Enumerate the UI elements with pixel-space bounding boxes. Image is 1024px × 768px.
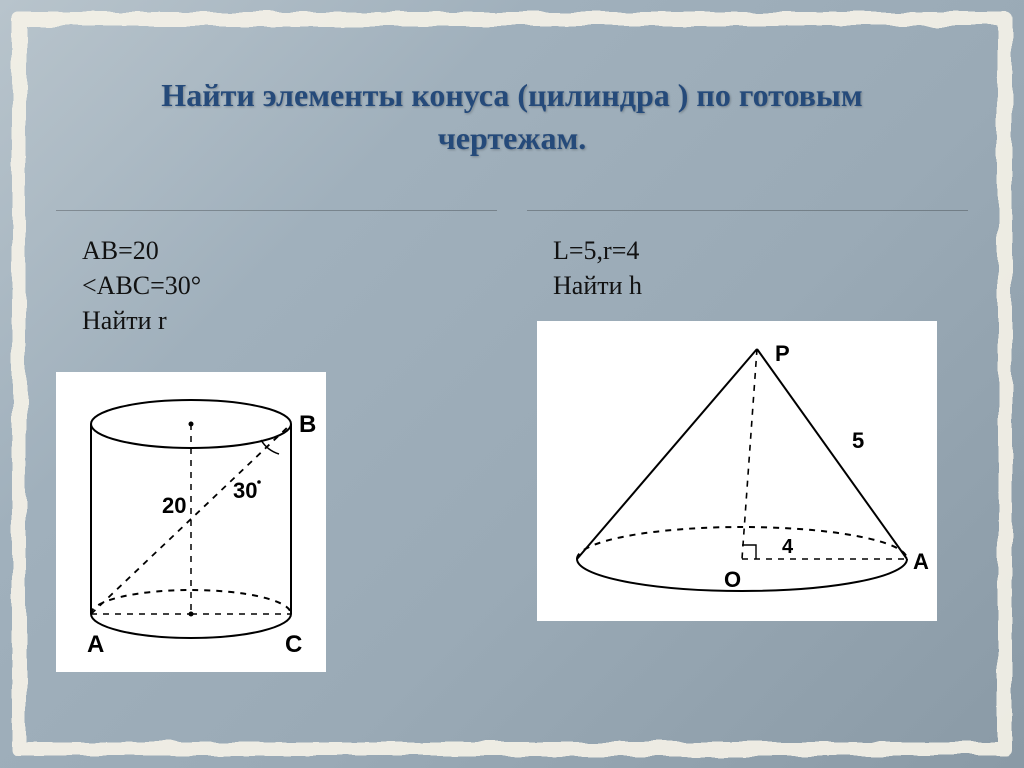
figure-cylinder-wrap: 20 30 B A C [56,372,497,672]
title-line-2: чертежам. [56,117,968,160]
svg-text:O: O [724,567,741,592]
svg-text:A: A [913,549,929,574]
svg-text:20: 20 [162,493,186,518]
svg-text:4: 4 [782,536,794,558]
divider [527,210,968,211]
figure-cylinder: 20 30 B A C [56,372,326,672]
problem-2-given: L=5,r=4 Найти h [553,233,968,303]
slide: Найти элементы конуса (цилиндра ) по гот… [0,0,1024,768]
figure-cone-wrap: P 5 4 O A [537,321,968,621]
figure-cone: P 5 4 O A [537,321,937,621]
svg-text:30: 30 [233,478,257,503]
given-line: <АВС=30° [82,268,497,303]
problem-1-given: АВ=20 <АВС=30° Найти r [82,233,497,338]
title-line-1: Найти элементы конуса (цилиндра ) по гот… [56,74,968,117]
svg-text:A: A [87,631,104,658]
problem-1: АВ=20 <АВС=30° Найти r 20 30 B A C [56,210,497,672]
page-title: Найти элементы конуса (цилиндра ) по гот… [56,74,968,160]
divider [56,210,497,211]
problems-row: АВ=20 <АВС=30° Найти r 20 30 B A C L=5,r=4 Н… [56,210,968,672]
problem-2: L=5,r=4 Найти h P 5 4 O A [527,210,968,672]
given-line: АВ=20 [82,233,497,268]
svg-text:5: 5 [852,428,864,453]
given-line: Найти r [82,303,497,338]
svg-text:P: P [775,341,790,366]
given-line: Найти h [553,268,968,303]
given-line: L=5,r=4 [553,233,968,268]
svg-text:C: C [285,631,302,658]
svg-text:B: B [299,411,316,438]
